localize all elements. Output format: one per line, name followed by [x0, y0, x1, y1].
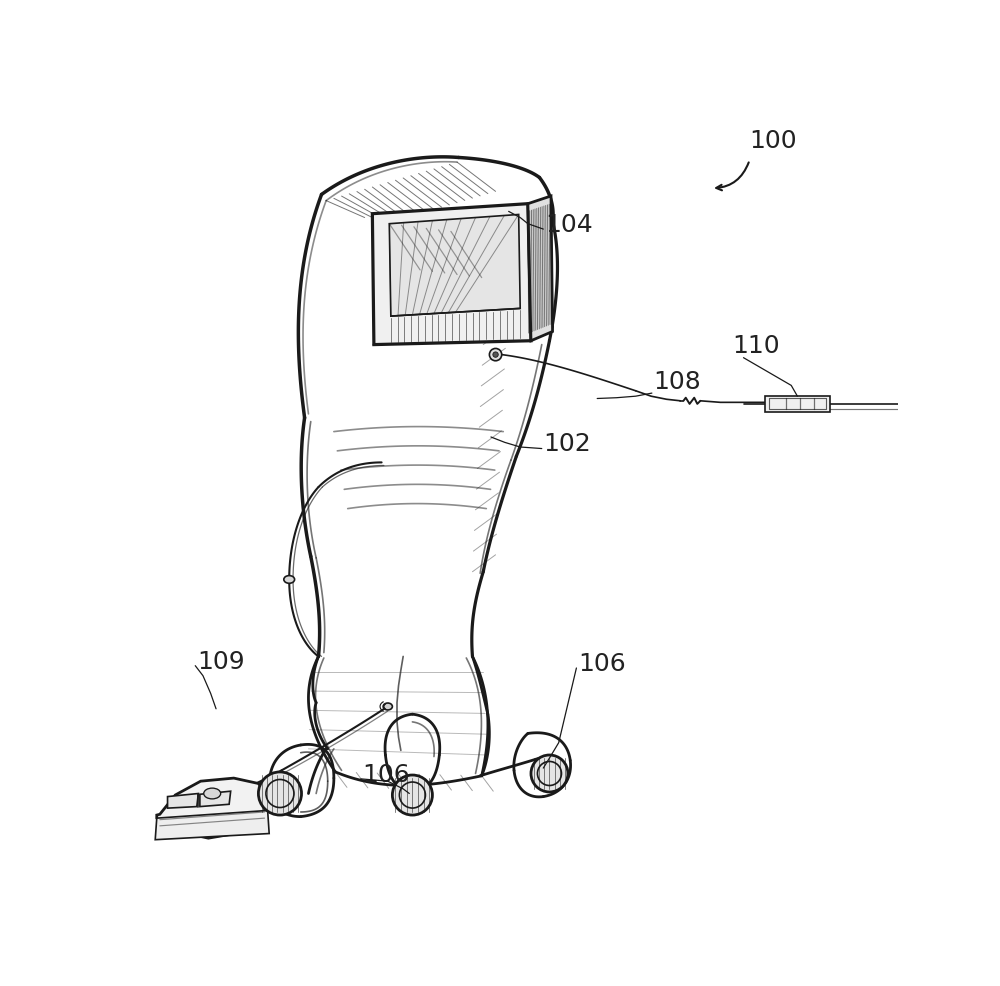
Text: 104: 104 [545, 213, 593, 238]
Text: 108: 108 [653, 370, 701, 394]
Ellipse shape [489, 349, 502, 362]
Polygon shape [168, 794, 198, 809]
Ellipse shape [284, 576, 295, 584]
Polygon shape [372, 204, 531, 345]
Polygon shape [157, 778, 268, 838]
Ellipse shape [204, 789, 221, 799]
Ellipse shape [258, 772, 302, 815]
Text: 100: 100 [750, 128, 797, 153]
Polygon shape [155, 810, 269, 840]
Polygon shape [389, 215, 520, 317]
Text: 102: 102 [543, 432, 591, 456]
Ellipse shape [493, 353, 498, 358]
Text: 106: 106 [362, 762, 410, 787]
Polygon shape [765, 396, 830, 412]
Ellipse shape [531, 755, 568, 792]
Text: 106: 106 [578, 652, 626, 675]
Text: 109: 109 [197, 650, 244, 673]
Ellipse shape [392, 775, 432, 815]
Text: 110: 110 [732, 334, 780, 358]
Polygon shape [200, 792, 231, 807]
Polygon shape [528, 197, 553, 341]
Ellipse shape [383, 703, 392, 710]
